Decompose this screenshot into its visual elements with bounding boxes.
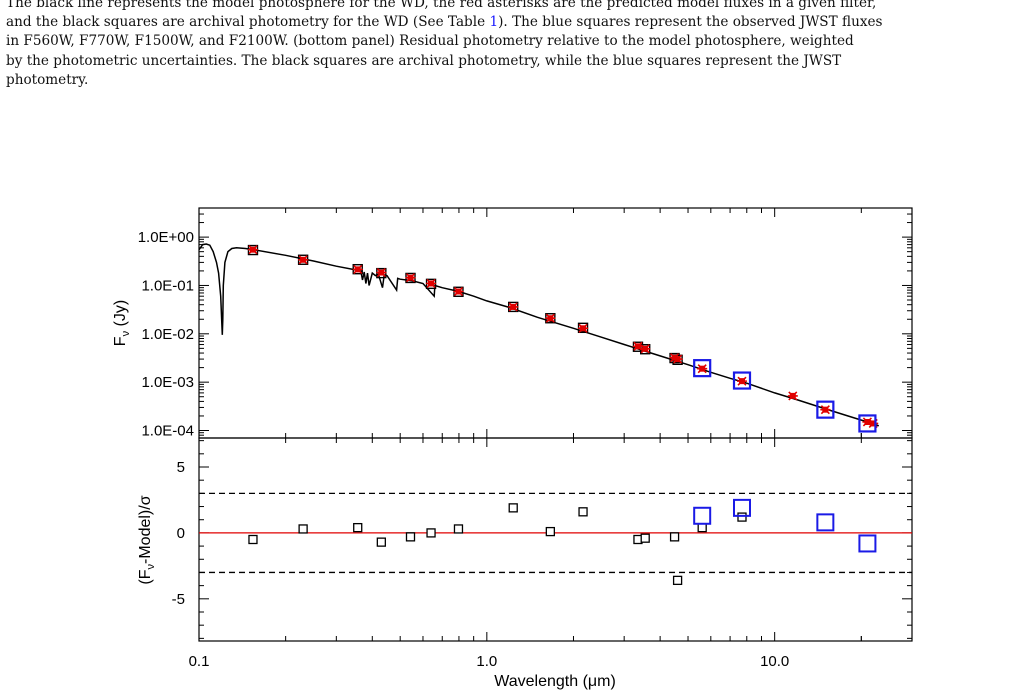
residual-ylabel-b: -Model)/σ [137, 495, 154, 564]
residual-y-tick-label: 0 [177, 525, 185, 542]
model-flux-asterisk [545, 313, 556, 323]
model-flux-cross [545, 313, 556, 323]
model-flux-asterisk [578, 323, 589, 333]
model-flux-asterisk [672, 354, 683, 364]
residual-panel: 5 0 -5 0.1 1.0 10.0 (Fν-Model)/σ Wavelength … [137, 437, 913, 690]
residual-data-layer [199, 492, 912, 586]
model-flux-cross [508, 302, 519, 312]
archival-residual-point [545, 526, 555, 537]
model-flux-cross [640, 344, 651, 354]
model-flux-cross [787, 391, 798, 401]
jwst-residual-point [693, 506, 712, 525]
model-flux-asterisk [787, 391, 798, 401]
jwst-photometry-point [858, 414, 877, 433]
sed-ylabel-unit: (Jy) [112, 300, 129, 331]
model-flux-cross [247, 245, 258, 255]
sed-y-axis-label: Fν (Jy) [112, 300, 132, 346]
caption-line-1: The black line represents the model phot… [6, 0, 877, 11]
archival-residual-point [669, 532, 680, 542]
model-flux-asterisk [298, 255, 309, 265]
jwst-residual-point [732, 498, 751, 517]
sed-panel: 1.0E+00 1.0E-01 1.0E-02 1.0E-03 1.0E-04 Fν (… [112, 207, 913, 440]
residual-y-tick-label: 5 [177, 459, 185, 476]
model-flux-cross [697, 364, 708, 374]
archival-residual-point [426, 528, 436, 538]
residual-y-tick-label: -5 [172, 591, 185, 608]
residual-y-axis-label: (Fν-Model)/σ [137, 495, 157, 584]
archival-residual-point [353, 522, 363, 533]
caption-line-2: and the black squares are archival photo… [6, 13, 1028, 32]
archival-residual-point [672, 575, 683, 586]
model-flux-cross [672, 354, 683, 364]
jwst-photometry-point [816, 400, 835, 419]
residual-panel-ticks [198, 438, 913, 641]
caption-line-2b: ). The blue squares represent the observ… [498, 14, 883, 31]
sed-ylabel-f: F [112, 336, 129, 346]
sed-y-tick-label: 1.0E-01 [141, 277, 194, 294]
table-reference-link[interactable]: 1 [489, 14, 499, 31]
model-flux-cross [820, 405, 831, 415]
model-flux-cross [578, 323, 589, 333]
archival-residual-point [737, 512, 747, 522]
model-flux-asterisk [352, 264, 363, 274]
model-flux-cross [298, 255, 309, 265]
model-photosphere-line [198, 243, 880, 427]
x-tick-label: 0.1 [189, 653, 210, 670]
sed-y-tick-label: 1.0E-03 [141, 374, 194, 391]
sed-ylabel-sub: ν [120, 330, 132, 336]
model-flux-asterisk [697, 364, 708, 374]
model-flux-asterisk [820, 405, 831, 415]
x-tick-label: 10.0 [760, 653, 789, 670]
caption-line-3: in F560W, F770W, F1500W, and F2100W. (bo… [6, 33, 854, 50]
residual-ylabel-sub: ν [145, 563, 157, 569]
residual-y-tick-labels: 5 0 -5 [172, 459, 185, 608]
archival-residual-point [453, 524, 464, 534]
caption-line-2a: and the black squares are archival photo… [6, 14, 490, 31]
jwst-residual-point [816, 513, 835, 532]
figure-caption: The black line represents the model phot… [6, 0, 1028, 90]
jwst-residual-point [858, 534, 877, 553]
archival-residual-point [376, 537, 386, 547]
jwst-photometry-point [732, 371, 752, 390]
archival-residual-point [508, 503, 518, 513]
model-flux-asterisk [508, 302, 519, 312]
caption-line-5: photometry. [6, 71, 89, 88]
model-flux-cross [352, 264, 363, 274]
model-flux-cross [453, 286, 464, 297]
archival-residual-point [248, 534, 258, 545]
sed-panel-ticks [198, 207, 913, 439]
archival-residual-point [578, 507, 588, 517]
x-tick-label: 1.0 [476, 653, 497, 670]
sed-y-tick-label: 1.0E+00 [138, 229, 194, 246]
sed-y-tick-labels: 1.0E+00 1.0E-01 1.0E-02 1.0E-03 1.0E-04 [138, 229, 194, 439]
sed-y-tick-label: 1.0E-04 [141, 423, 194, 440]
x-axis-label: Wavelength (μm) [494, 673, 616, 690]
jwst-photometry-point [693, 359, 712, 378]
model-flux-cross [736, 376, 747, 386]
residual-x-tick-labels: 0.1 1.0 10.0 [189, 653, 790, 670]
model-flux-asterisk [453, 286, 464, 297]
sed-data-layer [198, 243, 880, 433]
residual-panel-frame [198, 437, 913, 642]
archival-residual-point [298, 524, 308, 534]
model-flux-asterisk [247, 245, 258, 255]
model-flux-cross [405, 273, 416, 283]
archival-residual-point [640, 533, 650, 543]
model-flux-cross [376, 267, 387, 278]
model-flux-asterisk [405, 273, 416, 283]
model-flux-cross [426, 278, 437, 289]
model-flux-asterisk [426, 278, 437, 289]
model-flux-asterisk [376, 267, 387, 278]
archival-residual-point [697, 522, 707, 533]
residual-ylabel-a: (F [137, 569, 154, 584]
model-flux-asterisk [868, 418, 879, 429]
archival-residual-point [405, 532, 416, 542]
caption-line-4: by the photometric uncertainties. The bl… [6, 52, 842, 69]
sed-y-tick-label: 1.0E-02 [141, 326, 194, 343]
model-flux-asterisk [640, 344, 651, 354]
model-flux-asterisk [736, 376, 747, 386]
